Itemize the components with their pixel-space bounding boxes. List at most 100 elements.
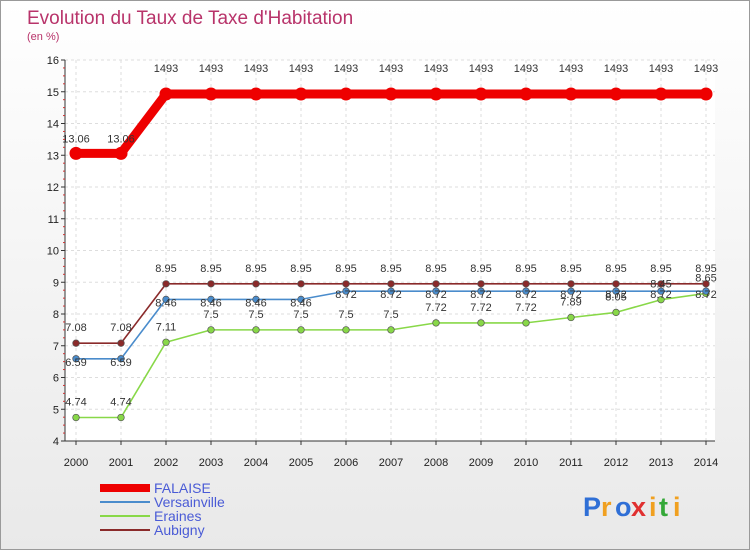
x-tick-label: 2012 — [604, 457, 628, 469]
y-tick-label: 16 — [47, 55, 59, 67]
data-point — [294, 87, 308, 101]
data-point — [567, 280, 575, 288]
data-label: 7.72 — [470, 302, 491, 314]
data-label: 8.72 — [695, 289, 716, 301]
chart-title: Evolution du Taux de Taxe d'Habitation — [27, 8, 353, 29]
logo-letter: P — [583, 492, 601, 522]
plot-area — [65, 59, 715, 442]
data-label: 8.95 — [155, 263, 176, 275]
x-tick-label: 2000 — [64, 457, 88, 469]
data-point — [612, 287, 620, 295]
data-label: 7.5 — [203, 309, 218, 321]
data-label: 7.72 — [425, 302, 446, 314]
data-label: 7.72 — [515, 302, 536, 314]
data-point — [117, 413, 125, 422]
x-axis: 2000 2001 2002 2003 2004 2005 2006 2007 2008 2009… — [64, 440, 718, 469]
data-label: 8.46 — [290, 297, 311, 309]
data-point — [384, 87, 398, 101]
data-point — [387, 326, 395, 334]
data-label: 7.5 — [338, 309, 353, 321]
data-label: 7.5 — [383, 309, 398, 321]
data-point — [207, 295, 215, 304]
logo-letter: t — [659, 492, 668, 522]
data-point — [204, 87, 218, 101]
x-tick-label: 2009 — [469, 457, 493, 469]
data-point — [432, 319, 440, 327]
labels-versainville: 6.59 6.59 8.46 8.46 8.46 8.46 8.72 8.72 8.72 8.72… — [65, 289, 716, 369]
data-label: 13.06 — [62, 133, 90, 145]
y-tick-label: 5 — [53, 404, 59, 416]
x-tick-label: 2001 — [109, 457, 133, 469]
data-label: 1493 — [199, 63, 223, 75]
x-tick-label: 2008 — [424, 457, 448, 469]
data-label: 7.5 — [293, 309, 308, 321]
data-point — [477, 319, 485, 327]
y-tick-label: 10 — [47, 246, 59, 258]
x-tick-label: 2010 — [514, 457, 538, 469]
data-label: 8.95 — [335, 263, 356, 275]
data-label: 1493 — [604, 63, 628, 75]
data-label: 1493 — [559, 63, 583, 75]
data-label: 7.08 — [110, 322, 131, 334]
y-tick-label: 8 — [53, 309, 59, 321]
data-point — [72, 413, 80, 422]
data-label: 7.08 — [65, 322, 86, 334]
data-label: 4.74 — [110, 397, 131, 409]
legend-label: Aubigny — [154, 522, 205, 538]
legend-label: Eraines — [154, 508, 201, 524]
data-point — [612, 308, 620, 317]
y-tick-label: 13 — [47, 150, 59, 162]
y-tick-label: 15 — [47, 87, 59, 99]
data-label: 1493 — [694, 63, 718, 75]
data-point — [612, 280, 620, 288]
x-tick-label: 2011 — [559, 457, 583, 469]
data-point — [297, 295, 305, 304]
data-label: 7.89 — [560, 296, 581, 308]
data-point — [564, 87, 578, 101]
data-label: 8.95 — [245, 263, 266, 275]
data-label: 8.46 — [245, 297, 266, 309]
data-point — [474, 87, 488, 101]
data-label: 8.95 — [695, 263, 716, 275]
y-tick-label: 6 — [53, 373, 59, 385]
logo-letter: r — [601, 492, 612, 522]
data-label: 13.06 — [107, 133, 135, 145]
data-label: 6.59 — [110, 357, 131, 369]
data-label: 1493 — [424, 63, 448, 75]
y-tick-label: 7 — [53, 341, 59, 353]
legend-item-aubigny: Aubigny — [100, 522, 205, 538]
y-tick-label: 12 — [47, 182, 59, 194]
legend-label: FALAISE — [154, 480, 211, 496]
data-point — [519, 87, 533, 101]
data-point — [249, 87, 263, 101]
x-tick-label: 2004 — [244, 457, 268, 469]
data-point — [252, 280, 260, 288]
data-point — [477, 280, 485, 288]
data-point — [609, 87, 623, 101]
data-label: 8.72 — [515, 289, 536, 301]
data-point — [72, 355, 80, 363]
data-point — [69, 146, 83, 160]
data-label: 8.95 — [425, 263, 446, 275]
logo-letter: i — [673, 492, 681, 522]
series-aubigny — [72, 280, 710, 347]
x-tick-label: 2006 — [334, 457, 358, 469]
data-point — [387, 287, 395, 295]
data-point — [342, 287, 350, 295]
data-point — [72, 339, 80, 347]
data-label: 1493 — [379, 63, 403, 75]
y-tick-label: 11 — [48, 214, 59, 226]
data-label: 1493 — [514, 63, 538, 75]
data-point — [162, 295, 170, 304]
data-point — [162, 280, 170, 288]
legend-label: Versainville — [154, 494, 225, 510]
data-point — [207, 326, 215, 334]
data-label: 1493 — [469, 63, 493, 75]
series-falaise — [69, 87, 713, 160]
data-label: 8.95 — [380, 263, 401, 275]
data-point — [342, 280, 350, 288]
data-label: 1493 — [154, 63, 178, 75]
